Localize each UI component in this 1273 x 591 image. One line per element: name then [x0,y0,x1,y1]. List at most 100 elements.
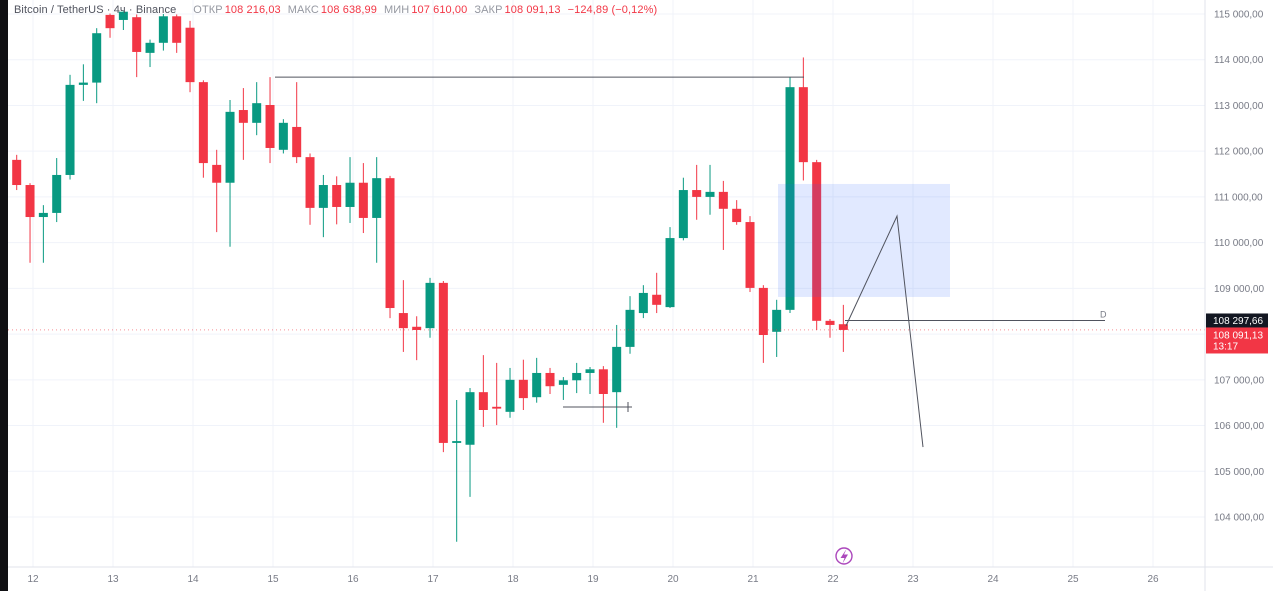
candle [798,87,808,163]
candle [452,441,462,443]
candle [812,162,822,321]
candle [172,16,182,43]
candle [225,111,235,183]
price-tick-label: 115 000,00 [1214,10,1264,21]
price-tick-label: 104 000,00 [1214,513,1264,524]
lightning-icon[interactable] [835,547,853,565]
price-tick-label: 109 000,00 [1214,284,1264,295]
candle [345,182,355,207]
time-tick-label: 26 [1147,574,1159,585]
candle [545,372,555,387]
high-value: 108 638,99 [320,4,377,16]
candle [825,320,835,325]
candle [438,282,448,443]
candle [332,185,342,207]
candle [305,157,315,208]
price-tick-label: 112 000,00 [1214,147,1264,158]
candle [198,82,208,164]
candle [745,222,755,288]
drawings: D [275,76,1107,448]
open-label: ОТКР [193,4,223,16]
price-tick-label: 113 000,00 [1214,101,1264,112]
time-tick-label: 15 [267,574,279,585]
candle [612,346,622,393]
candle [678,190,688,239]
candle-countdown-text: 13:17 [1213,341,1238,352]
close-label: ЗАКР [474,4,503,16]
candle [12,159,22,186]
candle [625,309,635,347]
symbol-legend: Bitcoin / TetherUS · 4ч · Binance ОТКР 108… [14,4,657,16]
candle [505,379,515,412]
candle [238,110,248,123]
time-tick-label: 12 [27,574,39,585]
last-price-badge [1206,327,1268,354]
time-tick-label: 24 [987,574,999,585]
projection-zigzag-line[interactable] [845,214,924,448]
candle [265,104,275,148]
candle [652,294,662,305]
price-tick-label: 110 000,00 [1214,238,1264,249]
candle [518,379,528,399]
time-tick-label: 19 [587,574,599,585]
candle [118,11,128,20]
candle [158,16,168,43]
price-axis[interactable] [1205,0,1273,591]
candle [665,238,675,308]
candle [478,392,488,410]
candles [12,11,848,542]
candle [145,42,155,53]
time-tick-label: 16 [347,574,359,585]
candle [38,212,48,218]
candle [78,82,88,85]
price-tick-label: 114 000,00 [1214,55,1264,66]
candle [278,122,288,150]
symbol-title[interactable]: Bitcoin / TetherUS · 4ч · Binance [14,4,177,16]
high-label: МАКС [287,4,319,16]
candle [132,17,142,52]
candle [425,282,435,329]
low-value: 107 610,00 [411,4,468,16]
last-price-badge-text: 108 091,13 [1213,330,1263,341]
supply-zone-rect[interactable] [778,183,950,297]
price-tick-label: 107 000,00 [1214,375,1264,386]
candle [572,372,582,381]
candle [558,380,568,385]
drawing-price-badge-text: 108 297,66 [1213,316,1263,327]
candle [372,178,382,218]
candle [638,292,648,314]
candle [465,392,475,445]
time-tick-label: 14 [187,574,199,585]
candle [732,208,742,223]
candle [598,369,608,394]
change-value: −124,89 (−0,12%) [567,4,658,16]
time-tick-label: 17 [427,574,439,585]
time-tick-label: 22 [827,574,839,585]
candle [492,406,502,409]
candle [65,84,75,175]
candle [785,87,795,310]
candle [92,33,102,83]
lightning-bolt-glyph [840,549,848,564]
candle [25,185,35,218]
candle [772,309,782,332]
price-tick-label: 105 000,00 [1214,467,1264,478]
candle [252,103,262,123]
time-axis[interactable] [0,567,1273,591]
drawing-price-badge [1206,313,1268,328]
low-label: МИН [383,4,410,16]
price-tick-label: 111 000,00 [1214,192,1263,203]
time-tick-label: 25 [1067,574,1079,585]
time-tick-label: 13 [107,574,119,585]
time-tick-label: 21 [747,574,759,585]
candle [705,191,715,197]
time-tick-label: 18 [507,574,519,585]
candle [358,182,368,218]
candle [52,174,62,213]
candle [718,191,728,209]
candle [212,164,222,183]
candle [838,324,848,330]
